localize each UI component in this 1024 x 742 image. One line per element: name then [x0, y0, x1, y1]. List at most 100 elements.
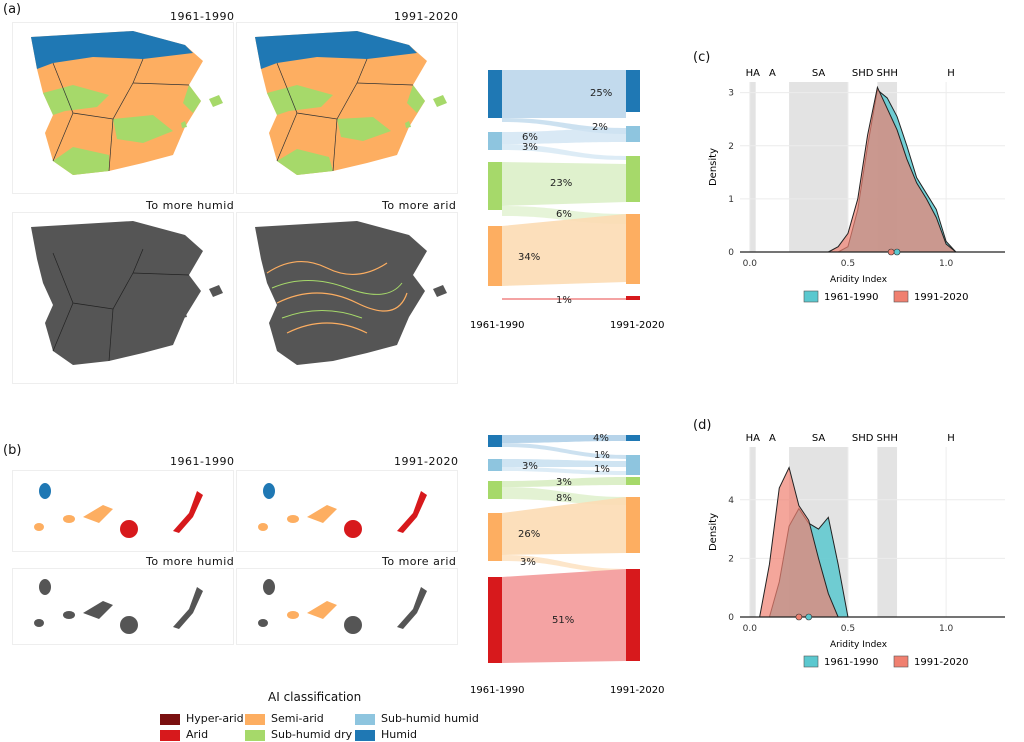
sankey-a-flow-humid — [502, 70, 626, 118]
legend-swatch-1991-2020 — [893, 655, 909, 668]
panel-c-label: (c) — [693, 50, 711, 65]
map-spain-1991 — [236, 22, 458, 194]
legend-label-1991-2020: 1991-2020 — [914, 657, 969, 668]
sankey-a-node-right-shd — [626, 156, 640, 202]
density-series-1991-2020 — [759, 466, 839, 618]
sankey-a-label-0: 25% — [590, 88, 612, 99]
sankey-a-node-right-humid — [626, 70, 640, 112]
panel-a-label: (a) — [3, 2, 22, 17]
sankey-b-flow-1 — [502, 443, 626, 459]
zone-label-ha: HA — [746, 68, 761, 79]
sankey-a-node-right-shh — [626, 126, 640, 142]
sankey-b-right-axis-label: 1991-2020 — [610, 685, 665, 696]
x-tick-label: 1.0 — [939, 624, 954, 634]
sankey-b-left-axis-label: 1961-1990 — [470, 685, 525, 696]
panel-d-label: (d) — [693, 418, 712, 433]
map-canary-1991-graphic — [258, 483, 427, 538]
sankey-a-label-5: 6% — [556, 209, 572, 220]
zone-label-h: H — [947, 68, 955, 79]
legend-label-sub-humid-humid: Sub-humid humid — [381, 712, 479, 725]
sankey-b-label-4: 3% — [556, 477, 572, 488]
legend-label-hyper-arid: Hyper-arid — [186, 712, 244, 725]
sankey-b-flow-3 — [502, 467, 626, 475]
sankey-b-node-left-shh — [488, 459, 502, 471]
sankey-b-flow-8 — [502, 569, 626, 663]
zone-band-ha — [749, 447, 756, 617]
y-tick-label: 3 — [728, 89, 734, 99]
zone-label-sa: SA — [812, 433, 826, 444]
zone-label-sa: SA — [812, 68, 826, 79]
legend-swatch-humid — [355, 729, 375, 741]
map-canary-arid-change — [236, 568, 458, 645]
map-spain-humid-change — [12, 212, 234, 384]
y-tick-label: 0 — [728, 248, 734, 258]
mean-marker-1991-2020 — [795, 613, 803, 621]
sankey-b-label-5: 8% — [556, 493, 572, 504]
map-spain-arid-change-graphic — [255, 221, 447, 365]
legend-swatch-sub-humid-humid — [355, 713, 375, 725]
legend-item-sub-humid-humid: Sub-humid humid — [355, 712, 479, 725]
zone-band-ha — [749, 82, 756, 252]
density-chart-c: HA A SA SHD SHH H 0 1 2 3 0.0 0.5 1.0 Aridity Index De… — [708, 68, 1005, 303]
density-series-1991-2020 — [828, 85, 958, 253]
map-title-b-1961: 1961-1990 — [170, 455, 235, 468]
zone-label-shd: SHD — [852, 68, 874, 79]
map-title-b-humid: To more humid — [146, 555, 235, 568]
map-spain-arid-change — [236, 212, 458, 384]
map-spain-humid-change-graphic — [31, 221, 223, 365]
map-title-b-arid: To more arid — [382, 555, 457, 568]
y-axis-label: Density — [708, 513, 719, 551]
sankey-b-node-right-sa — [626, 497, 640, 553]
sankey-b-node-right-humid — [626, 435, 640, 441]
sankey-b: 4% 1% 3% 1% 3% 8% 26% 3% 51% 1961-1990 1… — [470, 433, 665, 696]
sankey-b-node-left-arid — [488, 577, 502, 663]
sankey-b-label-0: 4% — [593, 433, 609, 444]
sankey-b-label-8: 51% — [552, 615, 574, 626]
legend-swatch-1961-1990 — [803, 290, 819, 303]
x-tick-label: 1.0 — [939, 259, 954, 269]
map-spain-1961-graphic — [31, 31, 223, 175]
x-tick-label: 0.0 — [743, 259, 758, 269]
sankey-b-flow-2 — [502, 459, 626, 467]
map-title-a-1961: 1961-1990 — [170, 10, 235, 23]
legend-swatch-1991-2020 — [893, 290, 909, 303]
sankey-a-label-1: 2% — [592, 122, 608, 133]
sankey-b-label-3: 1% — [594, 464, 610, 475]
density-chart-d: HA A SA SHD SHH H 0 2 4 0.0 0.5 1.0 Aridity Index Den… — [708, 433, 1005, 668]
legend-label-sub-humid-dry: Sub-humid dry — [271, 728, 353, 741]
sankey-a-flow-shh — [502, 128, 626, 144]
y-tick-label: 4 — [728, 496, 734, 506]
map-title-a-1991: 1991-2020 — [394, 10, 459, 23]
sankey-a-flow-sa-to-arid — [502, 298, 626, 300]
sankey-a-label-6: 34% — [518, 252, 540, 263]
sankey-b-flow-4 — [502, 477, 626, 487]
sankey-b-flow-5 — [502, 487, 626, 505]
sankey-a-left-axis-label: 1961-1990 — [470, 320, 525, 331]
mean-marker-1991-2020 — [887, 248, 895, 256]
sankey-a-node-right-arid — [626, 296, 640, 300]
x-tick-label: 0.5 — [841, 259, 855, 269]
y-tick-label: 2 — [728, 554, 734, 564]
zone-band-shh — [877, 447, 898, 617]
mean-marker-1961-1990 — [805, 613, 813, 621]
sankey-a-node-left-shd — [488, 162, 502, 210]
legend-title: AI classification — [268, 690, 362, 704]
legend-item-sub-humid-dry: Sub-humid dry — [245, 728, 352, 741]
sankey-a-label-7: 1% — [556, 295, 572, 306]
zone-label-shh: SHH — [877, 68, 898, 79]
sankey-b-flows — [502, 435, 626, 663]
y-tick-label: 2 — [728, 142, 734, 152]
sankey-a-flows — [502, 70, 626, 300]
y-tick-label: 0 — [728, 613, 734, 623]
x-tick-label: 0.0 — [743, 624, 758, 634]
zone-label-ha: HA — [746, 433, 761, 444]
sankey-a-label-2: 6% — [522, 132, 538, 143]
mean-marker-1961-1990 — [893, 248, 901, 256]
sankey-b-label-7: 3% — [520, 557, 536, 568]
x-axis-label: Aridity Index — [830, 275, 888, 285]
sankey-a-node-right-sa — [626, 214, 640, 284]
sankey-b-flow-6 — [502, 497, 626, 555]
map-title-b-1991: 1991-2020 — [394, 455, 459, 468]
legend-swatch-sub-humid-dry — [245, 729, 265, 741]
sankey-a-node-left-shh — [488, 132, 502, 150]
